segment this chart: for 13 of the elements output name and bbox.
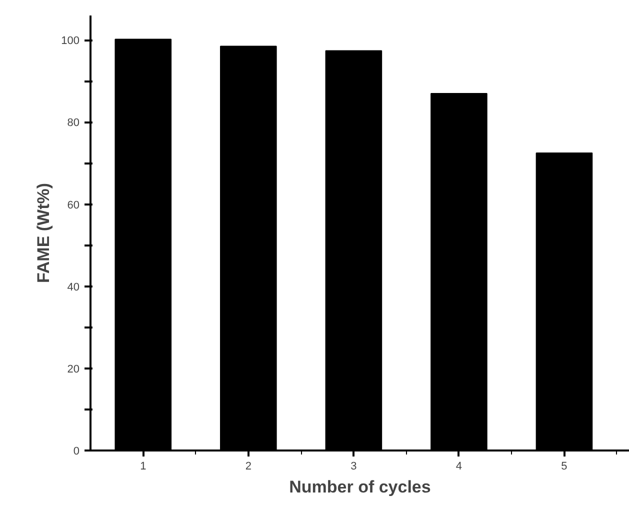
x-tick-label: 2 — [245, 460, 252, 472]
x-tick-label: 1 — [140, 460, 146, 472]
x-tick-label: 5 — [561, 460, 568, 472]
y-axis-title: FAME (Wt%) — [34, 182, 54, 284]
y-tick-label: 0 — [73, 446, 80, 458]
y-tick-label: 20 — [67, 363, 80, 376]
y-tick-label: 40 — [67, 281, 80, 294]
x-tick-label: 4 — [456, 460, 462, 472]
x-axis-title: Number of cycles — [289, 478, 431, 496]
y-tick-label: 80 — [67, 117, 80, 130]
y-tick-label: 100 — [61, 35, 80, 48]
y-tick-label: 60 — [67, 199, 80, 212]
x-tick-label: 3 — [350, 460, 357, 472]
